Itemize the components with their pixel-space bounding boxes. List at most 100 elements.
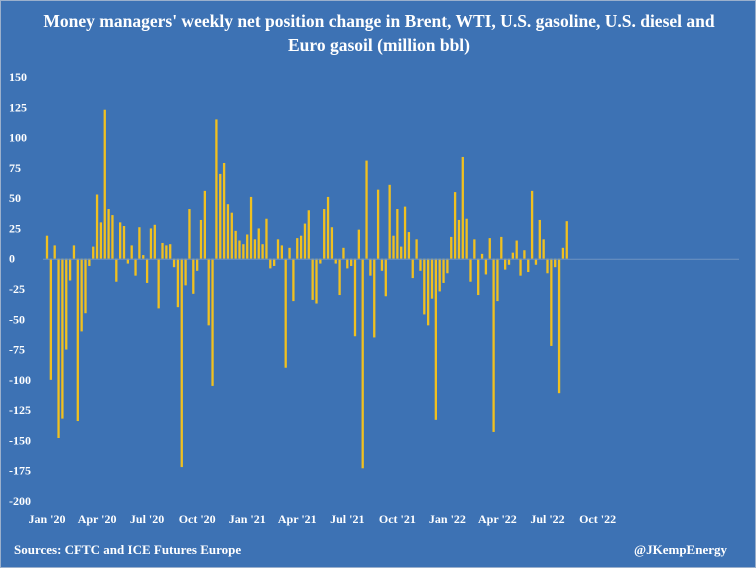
bar [330,227,334,259]
bar [88,258,91,266]
bar [111,215,114,259]
bar [226,204,230,259]
bar [299,235,303,259]
bar [222,163,226,259]
bar [450,236,453,259]
bar [257,228,260,259]
y-tick-label: 25 [9,221,21,235]
bar [315,258,318,304]
bar [488,238,491,259]
bar [353,258,357,337]
bar [53,245,56,259]
bar [203,190,206,259]
y-tick-label: -75 [9,343,25,357]
bar [338,258,341,296]
bar [134,258,137,276]
bar [68,258,72,281]
bar [261,244,264,259]
bar [80,258,83,332]
bar [249,196,253,259]
y-axis-ticks: 150 125 100 75 50 25 0 -25 -50 -75 -100 -125 -150 -17… [9,70,31,508]
bar [530,190,534,259]
bar [57,258,60,438]
y-tick-label: -175 [9,464,31,478]
bar [480,253,484,259]
y-tick-label: -25 [9,282,25,296]
bar [192,258,195,294]
bar [161,242,164,259]
bar [76,258,79,422]
x-tick-label: Jul '22 [530,512,564,526]
bar [357,229,360,259]
bar [269,258,272,269]
y-tick-label: 0 [9,252,15,266]
bar [103,109,106,259]
bar [284,258,287,368]
bar [427,258,430,326]
bar [211,258,214,386]
y-tick-label: -200 [9,494,31,508]
bar [465,218,468,259]
x-tick-label: Apr '20 [78,512,117,526]
x-tick-label: Oct '20 [179,512,216,526]
bar [115,258,118,282]
bar [557,258,561,394]
bar [369,258,372,276]
bar [319,258,322,264]
bar [350,258,353,266]
bar [346,258,349,269]
bar [242,244,245,259]
bar [49,258,52,380]
bar [504,258,507,270]
bar [334,258,337,264]
bar [311,258,314,300]
bar [142,255,145,259]
x-tick-label: Jul '21 [330,512,364,526]
bar [430,258,434,299]
bar [72,245,76,259]
bar [438,258,441,292]
bar [280,245,283,259]
bar [511,252,514,259]
bar [473,239,476,259]
bar [469,258,472,282]
bar [326,196,330,259]
bar [361,258,364,469]
bar [384,258,387,297]
bar [415,239,418,259]
bar [492,258,495,432]
bar [84,258,87,314]
bar [288,247,291,259]
y-tick-label: -50 [9,312,25,326]
y-tick-label: 125 [9,100,27,114]
bar [172,258,176,268]
x-axis-ticks: Jan '20 Apr '20 Jul '20 Oct '20 Jan '21 Apr '… [28,512,616,526]
bar [461,156,464,259]
bar [180,258,183,468]
bar [376,189,380,259]
bar [500,236,503,259]
bar [423,258,426,315]
chart-title: Money managers' weekly net position chan… [43,11,715,55]
bar [276,239,280,259]
bar [400,246,403,259]
bar [396,209,399,259]
bars [45,109,568,469]
bar [527,258,530,273]
bar [130,245,133,259]
bar [365,160,368,259]
bar [92,246,95,259]
bar [411,258,414,279]
bar [542,239,545,259]
y-tick-label: -150 [9,433,31,447]
bar [515,240,518,259]
bar [176,258,180,308]
bar [388,184,391,259]
bar [523,250,526,259]
bar [434,258,437,420]
bar [61,258,64,419]
bar [342,247,345,259]
bar [153,224,156,259]
bar [188,209,191,259]
